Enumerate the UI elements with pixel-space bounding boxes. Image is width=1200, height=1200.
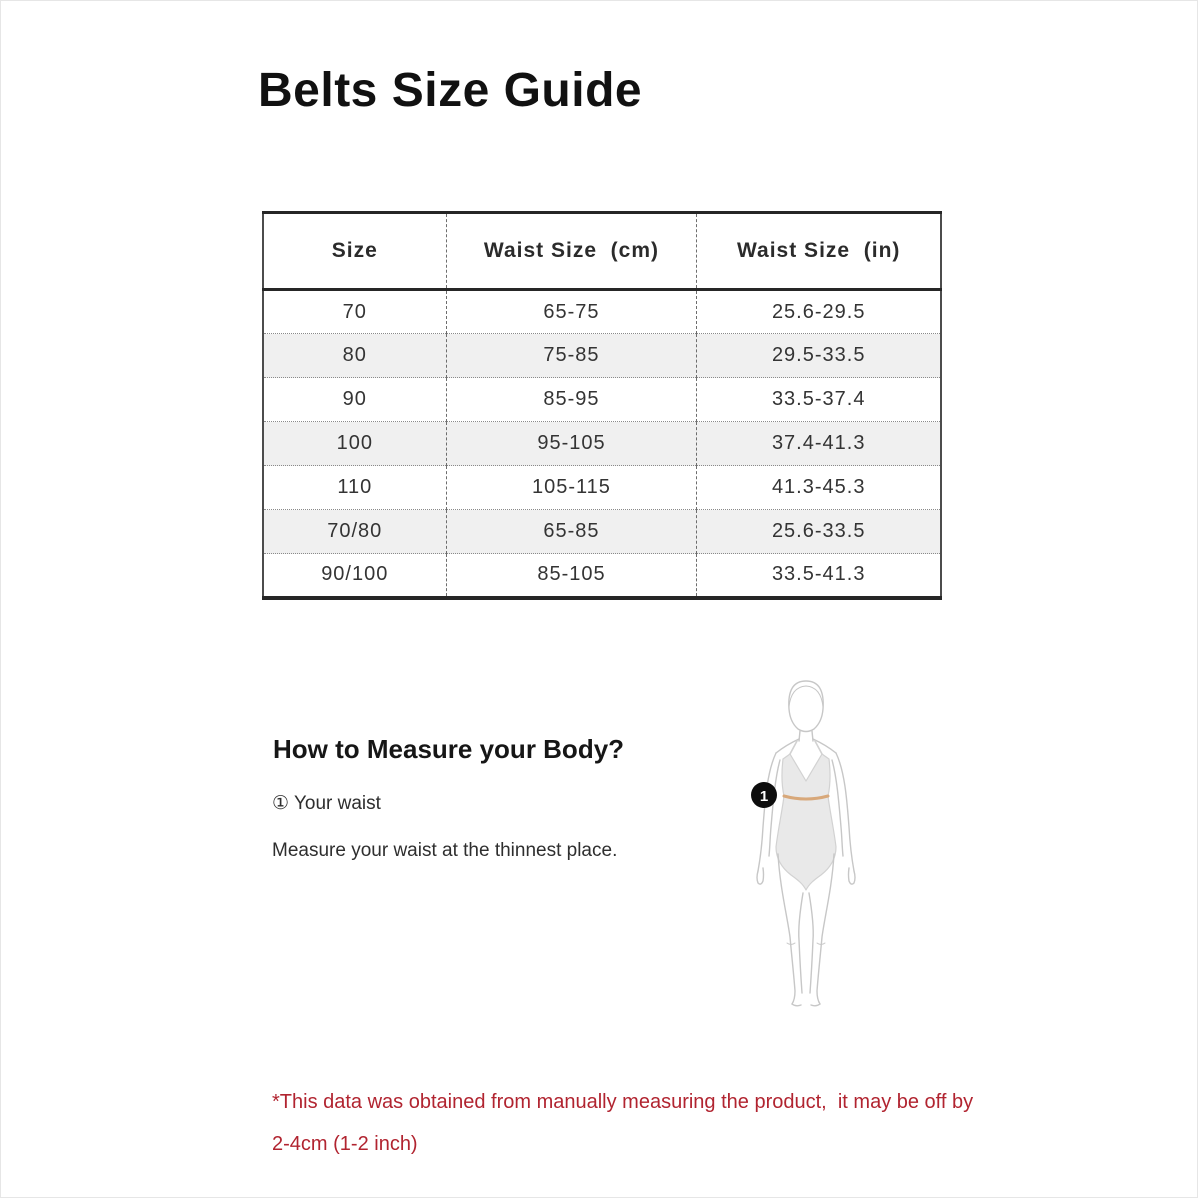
cell-waist-in: 33.5-37.4 (696, 377, 941, 422)
header-row: Size Waist Size (cm) Waist Size (in) (263, 212, 941, 290)
size-table-body: 70 65-75 25.6-29.5 80 75-85 29.5-33.5 90… (263, 289, 941, 598)
table-row: 110 105-115 41.3-45.3 (263, 465, 941, 510)
table-row: 80 75-85 29.5-33.5 (263, 333, 941, 378)
cell-size: 90 (342, 388, 367, 410)
col-header-size: Size (331, 239, 378, 262)
waist-marker: 1 (751, 782, 777, 808)
col-header-waist-in: Waist Size (in) (696, 212, 941, 290)
cell-size: 80 (342, 344, 367, 366)
page-title: Belts Size Guide (258, 64, 643, 117)
measure-step-1: ① Your waist (272, 793, 381, 814)
cell-waist-cm: 85-105 (445, 553, 697, 598)
disclaimer-text: *This data was obtained from manually me… (272, 1081, 992, 1165)
cell-size: 100 (336, 432, 373, 454)
table-row: 90 85-95 33.5-37.4 (263, 377, 941, 422)
cell-size: 70 (342, 300, 367, 323)
cell-waist-in: 37.4-41.3 (696, 421, 941, 466)
waistband-line (782, 794, 830, 801)
cell-waist-in: 25.6-29.5 (696, 289, 941, 334)
cell-waist-cm: 95-105 (445, 421, 697, 466)
table-row: 100 95-105 37.4-41.3 (263, 421, 941, 466)
cell-waist-cm: 65-85 (445, 509, 697, 554)
cell-waist-cm: 65-75 (445, 289, 697, 334)
cell-waist-in: 41.3-45.3 (696, 465, 941, 510)
cell-waist-cm: 85-95 (445, 377, 697, 422)
waist-marker-number: 1 (760, 788, 768, 805)
cell-waist-cm: 105-115 (445, 465, 697, 510)
cell-waist-in: 29.5-33.5 (696, 333, 941, 378)
cell-size: 90/100 (321, 563, 389, 586)
figure-head (788, 680, 824, 742)
cell-waist-in: 25.6-33.5 (696, 509, 941, 554)
disclaimer-line-2: 2-4cm (1-2 inch) (272, 1133, 418, 1155)
cell-waist-in: 33.5-41.3 (696, 553, 941, 598)
disclaimer-line-1: *This data was obtained from manually me… (272, 1091, 974, 1113)
cell-waist-cm: 75-85 (445, 333, 697, 378)
col-header-waist-cm: Waist Size (cm) (445, 212, 697, 290)
figure-swimsuit-straps (789, 740, 823, 755)
size-table-header: Size Waist Size (cm) Waist Size (in) (263, 212, 941, 290)
figure-swimsuit (775, 753, 837, 891)
table-row: 70 65-75 25.6-29.5 (263, 289, 941, 334)
female-body-figure-icon: 1 (751, 680, 856, 1007)
measure-heading: How to Measure your Body? (273, 734, 625, 764)
table-row: 90/100 85-105 33.5-41.3 (263, 553, 941, 598)
size-table: Size Waist Size (cm) Waist Size (in) 70 … (262, 211, 942, 600)
figure-arms (756, 738, 856, 885)
cell-size: 110 (337, 476, 373, 498)
table-row: 70/80 65-85 25.6-33.5 (263, 509, 941, 554)
body-figure-illustration: 1 (734, 675, 886, 1009)
measure-step-1-detail: Measure your waist at the thinnest place… (272, 840, 618, 861)
figure-legs (777, 853, 835, 1007)
cell-size: 70/80 (327, 520, 383, 542)
